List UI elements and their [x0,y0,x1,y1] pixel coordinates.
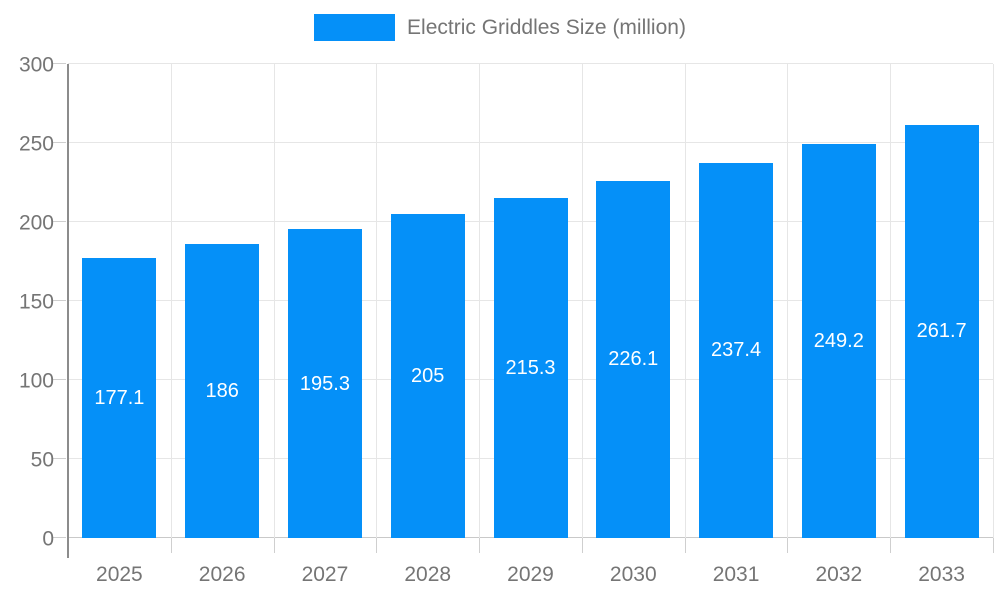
y-axis-label-150: 150 [18,290,54,313]
x-axis-tick-4 [479,538,481,553]
bar-2029: 215.3 [493,197,568,538]
y-axis-tick-250 [52,142,66,143]
x-axis-label-2033: 2033 [918,563,965,586]
gridline-x-3 [376,64,378,538]
gridline-x-4 [479,64,481,538]
bar-2027: 195.3 [287,229,362,538]
x-axis-label-2026: 2026 [198,563,246,586]
x-axis-label-2031: 2031 [712,563,760,586]
x-axis-tick-5 [581,538,583,553]
x-axis-label-2025: 2025 [96,563,143,586]
bar-2033: 261.7 [904,124,979,538]
x-axis-label-2032: 2032 [815,563,863,586]
bar-value-2031: 237.4 [711,339,762,362]
bar-2025: 177.1 [82,258,157,538]
legend-label: Electric Griddles Size (million) [407,15,686,39]
gridline-x-7 [787,64,789,538]
y-axis-line [67,64,69,558]
x-axis-label-2029: 2029 [507,563,554,586]
bar-value-2025: 177.1 [94,387,145,410]
bar-value-2029: 215.3 [505,356,556,379]
x-axis-label-2027: 2027 [301,563,349,586]
x-axis-label-2030: 2030 [609,563,657,586]
bar-value-2033: 261.7 [916,320,967,343]
bar-2028: 205 [390,214,465,538]
bar-chart-plot-area: 0 50 100 150 200 250 300 177.1 2025 186 2026 195.3 2… [19,54,994,585]
y-axis-label-0: 0 [42,527,54,550]
y-axis-tick-0 [52,537,66,538]
bar-value-2028: 205 [411,365,445,388]
bar-value-2026: 186 [205,380,239,403]
gridline-y-300 [68,63,993,64]
gridline-y-250 [68,142,993,143]
x-axis-tick-7 [787,538,789,553]
y-axis-tick-300 [52,63,66,64]
bar-value-2027: 195.3 [299,372,350,395]
chart-legend: Electric Griddles Size (million) [0,14,1000,41]
y-axis-label-200: 200 [18,211,54,235]
y-axis-tick-150 [52,300,66,301]
y-axis-tick-100 [52,379,66,381]
gridline-x-9 [993,64,994,538]
bar-2026: 186 [185,244,260,538]
y-axis-label-300: 300 [18,53,54,76]
legend-swatch [314,14,396,41]
y-axis-label-250: 250 [18,132,54,155]
x-axis-label-2028: 2028 [404,563,452,586]
bar-2032: 249.2 [801,144,876,538]
bar-2030: 226.1 [596,180,671,538]
y-axis-label-50: 50 [30,448,54,472]
bar-2031: 237.4 [699,162,774,538]
x-axis-tick-8 [890,538,892,553]
gridline-x-6 [684,64,686,538]
bar-value-2030: 226.1 [608,348,659,371]
y-axis-tick-50 [52,458,66,460]
gridline-x-2 [273,64,275,538]
x-axis-tick-6 [684,538,686,553]
gridline-x-5 [581,64,583,538]
x-axis-tick-3 [376,538,378,553]
x-axis-tick-9 [993,538,994,553]
y-axis-label-100: 100 [18,369,54,393]
x-axis-tick-2 [273,538,275,553]
y-axis-tick-200 [52,221,66,223]
gridline-x-8 [890,64,892,538]
gridline-x-1 [170,64,172,538]
bar-value-2032: 249.2 [813,330,864,353]
x-axis-tick-1 [170,538,172,553]
